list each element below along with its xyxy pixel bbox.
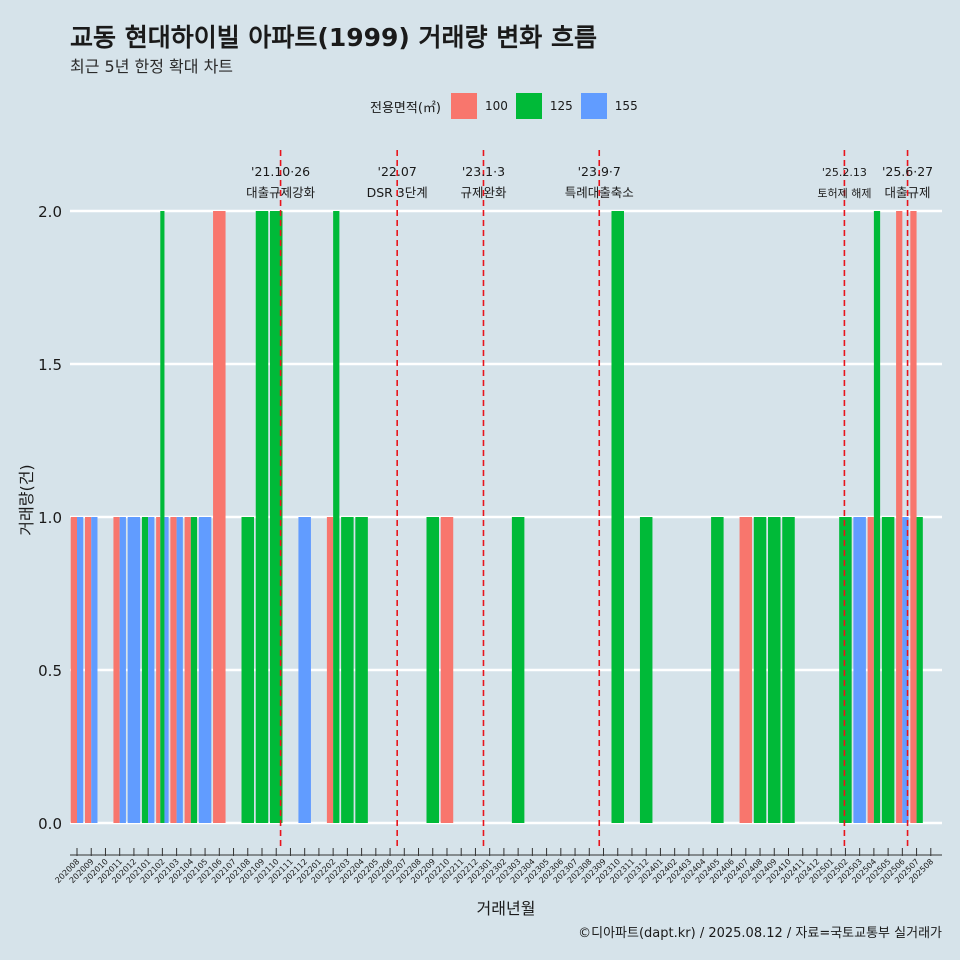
bar-202209-125 [426,517,439,823]
bar-202103-100 [170,517,177,823]
legend-label-125: 125 [549,99,573,113]
bar-202210-100 [440,517,454,823]
bar-202104-100 [184,517,191,823]
bar-202507-100 [910,211,917,823]
bar-202409-125 [768,517,781,823]
annotation-label: 대출규제강화 [246,185,316,200]
bar-202011-155 [119,517,126,823]
bar-202506-100 [896,211,903,823]
bar-202202-125 [333,211,340,823]
bar-202506-155 [902,517,909,823]
annotation-label: 토허제 해제 [817,186,871,200]
annotation-date: '22.07 [378,164,417,179]
bar-202102-155 [164,517,169,823]
bar-202109-125 [255,211,269,823]
y-tick-label: 2.0 [38,203,62,221]
chart-subtitle: 최근 5년 한정 확대 차트 [70,57,234,76]
legend-swatch-100 [450,93,477,119]
y-tick-label: 1.0 [38,509,62,527]
bar-202507-125 [916,517,923,823]
bar-202102-100 [156,517,161,823]
bar-202106-100 [213,211,226,823]
bar-202303-125 [511,517,525,823]
legend-item-100: 100 [450,93,508,119]
bar-202104-125 [190,517,198,823]
annotation-date: '23.1·3 [462,164,505,179]
legend-item-155: 155 [580,93,638,119]
annotation-date: '25.6·27 [882,164,933,179]
bar-202503-155 [853,517,866,823]
bar-202008-100 [70,517,77,823]
bar-202502-125 [839,517,852,823]
bar-202312-125 [639,517,653,823]
annotation-label: 규제완화 [460,185,507,200]
annotation-label: DSR 3단계 [367,185,428,200]
annotation-label: 특례대출축소 [565,185,634,200]
bar-202203-125 [341,517,354,823]
bar-202505-125 [881,517,895,823]
bar-202101-155 [148,517,155,823]
y-tick-label: 0.0 [38,815,62,833]
bar-202202-100 [326,517,334,823]
y-axis-title: 거래량(건) [17,464,36,535]
bar-202101-125 [141,517,149,823]
annotation-date: '25.2.13 [822,166,867,179]
bar-202407-100 [739,517,753,823]
bar-202105-155 [198,517,212,823]
bar-202009-155 [91,517,98,823]
bar-202405-125 [711,517,724,823]
legend-label-100: 100 [484,99,508,113]
bar-202410-125 [782,517,795,823]
bar-202504-125 [873,211,881,823]
bar-202310-125 [611,211,624,823]
chart-title: 교동 현대하이빌 아파트(1999) 거래량 변화 흐름 [70,23,597,52]
annotation-date: '23.9·7 [578,164,621,179]
bar-202108-125 [241,517,255,823]
bar-202008-155 [77,517,84,823]
bar-202504-100 [867,517,874,823]
bar-202012-155 [127,517,141,823]
bar-202009-100 [84,517,92,823]
bar-202103-155 [176,517,183,823]
bar-202011-100 [113,517,120,823]
legend-swatch-155 [580,93,607,119]
x-axis-title: 거래년월 [477,899,536,918]
annotation-label: 대출규제 [885,185,931,200]
bar-202110-125 [269,211,283,823]
legend-swatch-125 [515,93,542,119]
legend-item-125: 125 [515,93,573,119]
y-tick-label: 0.5 [38,662,62,680]
legend-label-155: 155 [614,99,638,113]
annotation-date: '21.10·26 [251,164,310,179]
bar-202204-125 [355,517,368,823]
y-tick-label: 1.5 [38,356,62,374]
source-caption: ©디아파트(dapt.kr) / 2025.08.12 / 자료=국토교통부 실… [578,926,942,941]
bar-202102-125 [160,211,165,823]
legend-title: 전용면적(㎡) [370,100,441,116]
bar-202112-155 [298,517,311,823]
bar-202408-125 [753,517,767,823]
legend: 전용면적(㎡) 100 125 155 [370,93,646,119]
